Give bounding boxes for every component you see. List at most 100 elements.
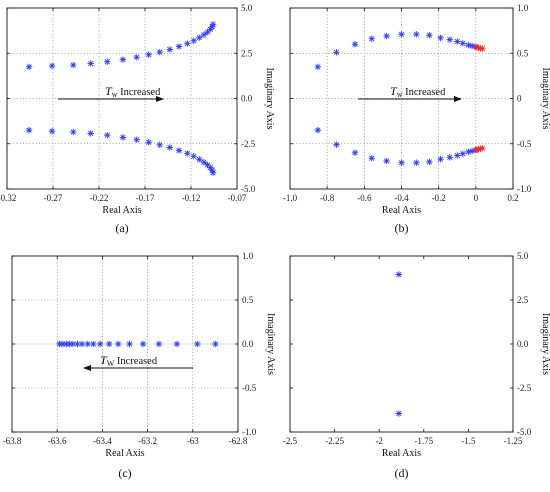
panel-c: -63.8 -63.6 -63.4 -63.2 -63 -62.8 1.0 0.5 0.0 -0.… xyxy=(3,251,276,480)
pole-marker xyxy=(156,48,163,56)
x-tick-label: -0.22 xyxy=(90,193,109,203)
x-axis-label: Real Axis xyxy=(382,448,421,459)
pole-marker xyxy=(166,46,174,53)
pole-marker xyxy=(84,340,91,348)
y-tick-label: 0.0 xyxy=(517,339,529,349)
x-tick-label: -63.6 xyxy=(48,436,67,446)
y-tick-label: 1.0 xyxy=(242,251,254,261)
pole-marker xyxy=(200,31,208,38)
x-tick-label: 0 xyxy=(474,193,479,203)
x-tick-label: -1.0 xyxy=(283,193,298,203)
x-tick-label: -63.4 xyxy=(93,436,112,446)
x-tick-label: -2 xyxy=(375,436,383,446)
x-axis-label: Real Axis xyxy=(102,205,141,216)
pole-marker xyxy=(155,340,163,348)
x-tick-label: -63 xyxy=(187,436,199,446)
y-tick-label: -1.0 xyxy=(517,184,532,194)
pole-marker xyxy=(465,41,472,49)
pole-marker xyxy=(351,41,359,48)
y-tick-label: 0.0 xyxy=(242,339,254,349)
pole-marker xyxy=(398,31,405,38)
pole-marker xyxy=(133,136,140,143)
x-tick-label: -1.5 xyxy=(461,436,476,446)
pole-marker xyxy=(175,43,183,50)
x-tick-label: -2.25 xyxy=(325,436,344,446)
pole-marker xyxy=(184,40,191,47)
pole-marker xyxy=(70,128,77,136)
pole-marker xyxy=(446,154,454,161)
x-tick-label: -62.8 xyxy=(229,436,248,446)
x-tick-label: -0.6 xyxy=(357,193,372,203)
pole-marker xyxy=(426,31,433,39)
plot-frame xyxy=(289,255,514,433)
pole-marker xyxy=(459,40,467,47)
pole-marker xyxy=(119,134,127,141)
pole-marker xyxy=(96,340,104,348)
pole-marker xyxy=(479,45,486,52)
pole-marker xyxy=(437,155,444,163)
panel-a: -0.32 -0.27 -0.22 -0.17 -0.12 -0.07 5.0 2.5 0.0 -… xyxy=(0,3,275,235)
pole-marker xyxy=(437,34,444,42)
x-tick-label: -0.2 xyxy=(432,193,446,203)
pole-marker xyxy=(25,63,33,71)
y-axis-label: Imaginary Axis xyxy=(540,313,550,375)
pole-marker xyxy=(48,127,56,135)
x-tick-label: -0.27 xyxy=(44,193,63,203)
pole-marker xyxy=(166,144,174,151)
pole-marker xyxy=(87,60,94,67)
tw-increased-annotation: Tw Increased xyxy=(390,84,446,99)
y-tick-label: -2.5 xyxy=(241,139,256,149)
pole-marker xyxy=(413,159,420,166)
pole-marker xyxy=(104,58,111,65)
pole-marker xyxy=(459,150,467,157)
y-axis-label: Imaginary Axis xyxy=(540,68,550,130)
pole-marker xyxy=(145,139,152,146)
pole-marker xyxy=(383,157,390,165)
y-tick-label: 2.5 xyxy=(241,48,253,58)
pole-marker xyxy=(413,31,420,38)
panel-b: -1.0 -0.8 -0.6 -0.4 -0.2 0 0.2 1.0 0.5 0 -0.5 -1.0 R… xyxy=(283,3,550,235)
y-tick-label: 5.0 xyxy=(241,3,253,13)
y-tick-label: -1.0 xyxy=(242,427,257,437)
y-axis-label: Imaginary Axis xyxy=(265,313,276,375)
pole-marker xyxy=(333,141,340,148)
pole-marker xyxy=(184,150,191,157)
pole-marker xyxy=(139,340,147,348)
x-tick-label: 0.2 xyxy=(507,193,518,203)
pole-marker xyxy=(87,130,94,137)
pole-marker xyxy=(126,340,133,348)
pole-marker xyxy=(105,340,113,348)
pole-marker xyxy=(196,156,203,163)
x-tick-label: -0.4 xyxy=(394,193,409,203)
pole-marker xyxy=(395,271,403,278)
pole-marker xyxy=(70,61,77,69)
y-tick-label: 1.0 xyxy=(517,3,529,13)
pole-marker xyxy=(196,34,203,41)
tw-increased-annotation: TW Increased xyxy=(100,353,158,368)
pole-marker xyxy=(446,36,454,43)
pole-marker xyxy=(115,340,122,348)
y-tick-label: -0.5 xyxy=(517,139,532,149)
panel-d: -2.5 -2.25 -2 -1.75 -1.5 -1.25 5.0 2.5 0.0 -2.5 -5… xyxy=(283,251,550,480)
panel-label: (b) xyxy=(395,221,409,235)
pole-marker xyxy=(454,38,461,45)
pole-marker xyxy=(90,340,97,348)
pole-marker xyxy=(351,149,359,156)
pole-marker xyxy=(48,62,56,70)
pole-marker xyxy=(209,169,217,176)
pole-marker xyxy=(209,21,217,28)
x-tick-label: -0.8 xyxy=(320,193,335,203)
pole-marker xyxy=(314,63,322,71)
x-tick-label: -2.5 xyxy=(283,436,298,446)
y-tick-label: 2.5 xyxy=(517,295,529,305)
pole-marker xyxy=(333,49,340,56)
y-tick-label: 0 xyxy=(517,94,522,104)
y-tick-label: -2.5 xyxy=(517,383,532,393)
x-tick-label: -0.32 xyxy=(0,193,16,203)
pole-marker xyxy=(145,51,152,58)
pole-marker xyxy=(104,132,111,139)
pole-marker xyxy=(156,141,163,149)
pole-marker xyxy=(454,152,461,159)
x-tick-label: -0.07 xyxy=(228,193,247,203)
pole-marker xyxy=(119,56,127,63)
